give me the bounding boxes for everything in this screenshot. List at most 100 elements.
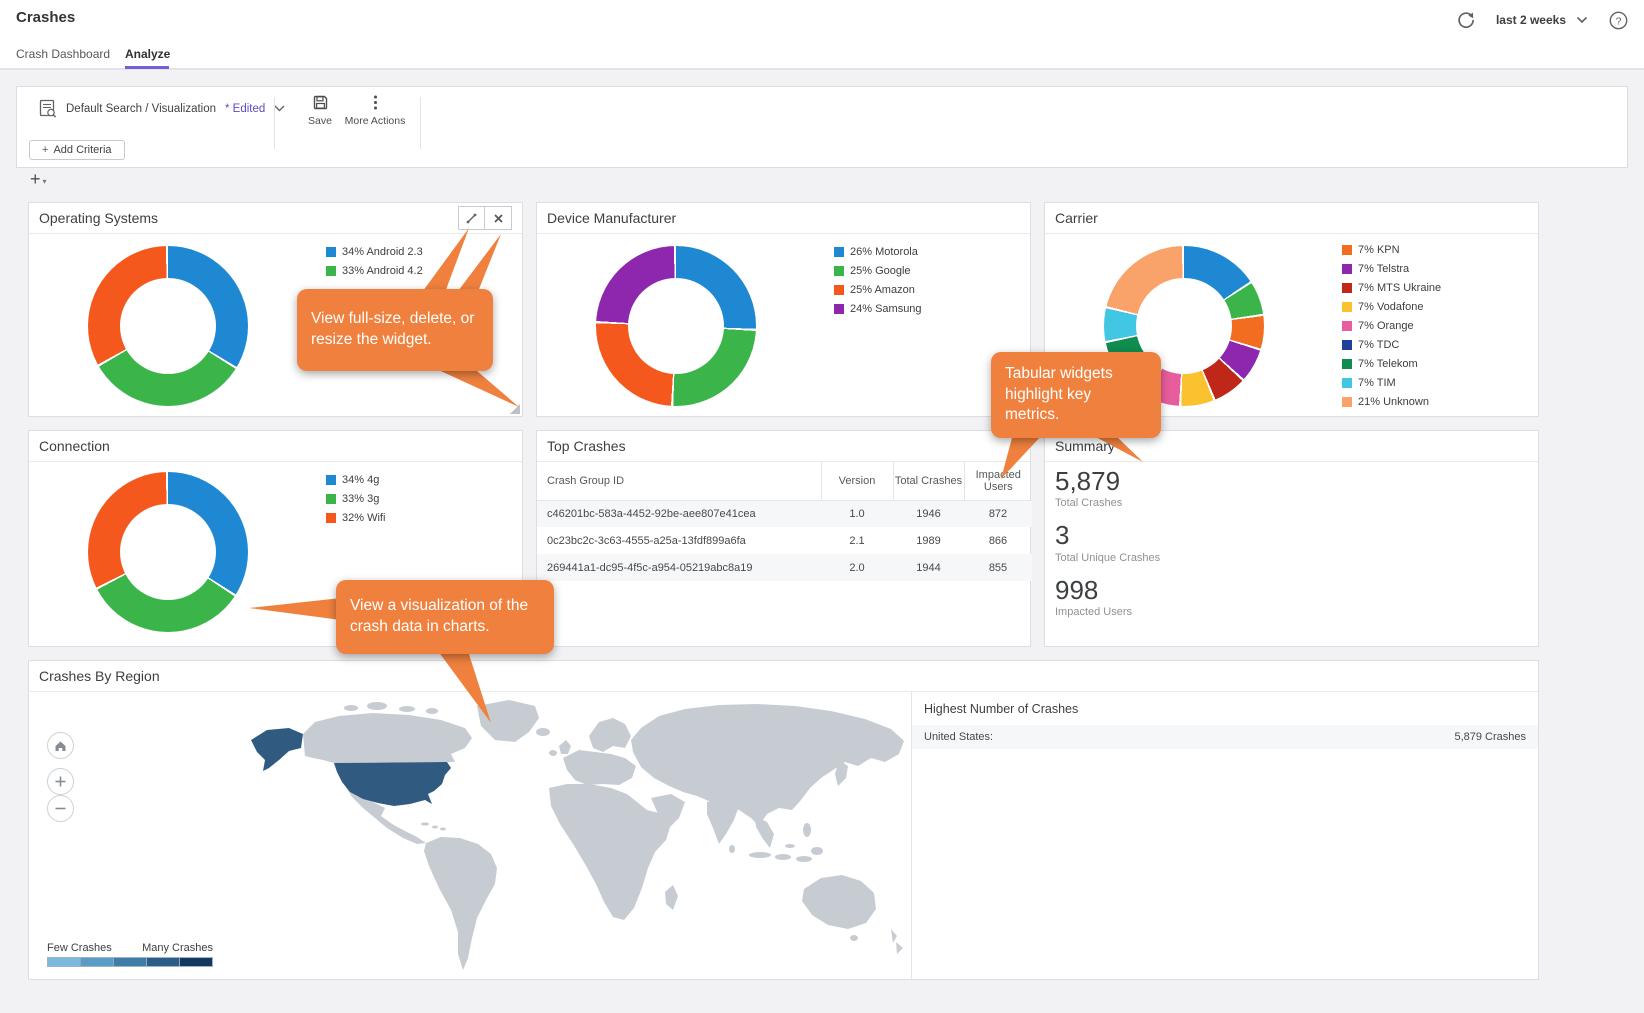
map-home-button[interactable] [47,732,74,759]
legend-item: 7% Telekom [1342,358,1441,370]
page-title: Crashes [16,9,76,26]
stat-label: Total Unique Crashes [1055,551,1161,564]
stat-value: 5,879 [1055,466,1121,496]
legend-swatch [1342,283,1352,293]
legend-item: 7% Orange [1342,320,1441,332]
legend-item: 34% Android 2.3 [326,246,423,258]
minus-icon [54,802,67,815]
legend-item: 25% Amazon [834,284,922,296]
connection-legend: 34% 4g 33% 3g 32% Wifi [326,474,385,531]
table-cell: c46201bc-583a-4452-92be-aee807e41cea [547,507,756,520]
more-actions-button[interactable]: More Actions [343,95,407,127]
legend-label: 25% Google [850,265,911,277]
legend-label: 7% Telstra [1358,263,1410,275]
legend-swatch [326,247,336,257]
legend-label: 33% 3g [342,493,380,505]
callout-visualization: View a visualization of the crash data i… [336,580,554,654]
legend-item: 21% Unknown [1342,396,1441,408]
legend-item: 25% Google [834,265,922,277]
top-header-bar [0,0,1644,70]
add-criteria-label: Add Criteria [53,144,112,156]
add-widget-dropdown[interactable]: + ▾ [30,170,47,188]
legend-label: 26% Motorola [850,246,918,258]
close-widget-button[interactable] [485,206,512,230]
world-map[interactable]: Few Crashes Many Crashes [29,692,911,979]
map-zoom-out-button[interactable] [47,795,74,822]
expand-icon [465,212,478,225]
table-cell: 269441a1-dc95-4f5c-a954-05219abc8a19 [547,561,753,574]
legend-label: 32% Wifi [342,512,386,524]
add-criteria-button[interactable]: + Add Criteria [29,140,125,160]
gradient-step [48,958,81,966]
widget-title: Crashes By Region [39,668,160,684]
region-value: 5,879 Crashes [1454,731,1526,743]
column-header[interactable]: Crash Group ID [537,462,821,501]
time-range-selector[interactable]: last 2 weeks [1496,13,1588,27]
legend-swatch [1342,340,1352,350]
summary-stats: 5,879 Total Crashes 3 Total Unique Crashes 9… [1055,466,1161,631]
table-cell: 0c23bc2c-3c63-4555-a25a-13fdf899a6fa [547,534,746,547]
stat-value: 3 [1055,520,1070,551]
table-row[interactable]: c46201bc-583a-4452-92be-aee807e41cea 1.0 1… [537,500,1032,527]
map-united-states-highlight[interactable] [251,728,451,806]
table-cell: 1.0 [849,507,865,520]
top-crashes-table: Crash Group ID Version Total Crashes Impact… [537,462,1032,581]
table-cell: 866 [988,534,1008,547]
legend-label: 7% Orange [1358,320,1414,332]
saved-search-label: Default Search / Visualization [66,102,217,115]
column-header[interactable]: Total Crashes [892,462,964,501]
column-header[interactable]: Version [820,462,893,501]
legend-swatch [1342,264,1352,274]
stat-label: Total Crashes [1055,497,1123,510]
widget-top-crashes: Top Crashes Crash Group ID Version Total C… [536,430,1032,647]
home-icon [53,739,68,753]
column-header[interactable]: Impacted Users [963,462,1032,501]
legend-label: 7% MTS Ukraine [1358,282,1442,294]
operating-systems-donut-chart[interactable] [88,246,248,406]
table-cell: 1944 [916,561,941,574]
region-label: United States: [924,731,994,743]
table-cell: 2.0 [849,561,865,574]
toolbar-separator [274,97,275,149]
tab-crash-dashboard[interactable]: Crash Dashboard [16,47,111,61]
search-toolbar: Default Search / Visualization * Edited … [16,86,1628,168]
legend-item: 7% Telstra [1342,263,1441,275]
widget-title: Operating Systems [39,210,159,226]
legend-swatch [326,494,336,504]
help-button[interactable]: ? [1606,8,1630,32]
gradient-step [114,958,147,966]
legend-swatch [1342,397,1352,407]
legend-swatch [1342,302,1352,312]
legend-item: 7% TIM [1342,377,1441,389]
table-cell: 1989 [916,534,941,547]
table-row[interactable]: 0c23bc2c-3c63-4555-a25a-13fdf899a6fa 2.1 1… [537,527,1032,554]
gradient-step [147,958,180,966]
legend-item: 7% TDC [1342,339,1441,351]
resize-handle[interactable] [510,404,520,414]
world-map-svg[interactable] [227,696,911,979]
legend-swatch [326,475,336,485]
save-button[interactable]: Save [288,95,352,127]
summary-stat: 5,879 Total Crashes [1055,466,1160,510]
gradient-step [180,958,212,966]
legend-label: 34% Android 2.3 [342,246,423,258]
device-manufacturer-donut-chart[interactable] [596,246,756,406]
tab-analyze[interactable]: Analyze [125,47,171,61]
legend-label: 7% Telekom [1358,358,1418,370]
chevron-down-icon [274,105,285,112]
table-row[interactable]: United States: 5,879 Crashes [912,725,1538,749]
save-icon [313,95,328,110]
expand-widget-button[interactable] [458,206,485,230]
plus-icon [54,775,67,788]
legend-swatch [834,304,844,314]
table-row[interactable]: 269441a1-dc95-4f5c-a954-05219abc8a19 2.0 1… [537,554,1032,581]
connection-donut-chart[interactable] [88,472,248,632]
legend-label: 24% Samsung [850,303,922,315]
refresh-button[interactable] [1454,8,1478,32]
active-tab-indicator [125,66,169,69]
table-cell: 855 [988,561,1008,574]
map-zoom-in-button[interactable] [47,768,74,795]
search-document-icon [39,99,57,118]
saved-search-dropdown[interactable]: Default Search / Visualization * Edited [39,99,285,118]
summary-stat: 998 Impacted Users [1055,576,1160,618]
